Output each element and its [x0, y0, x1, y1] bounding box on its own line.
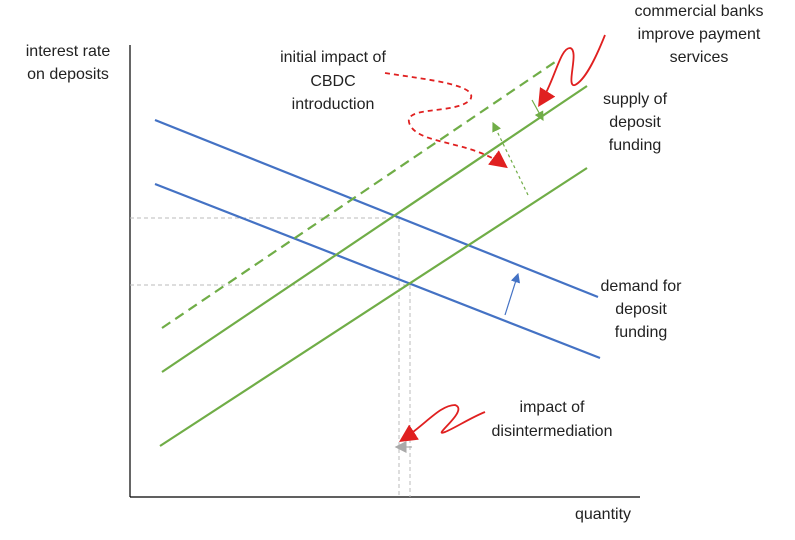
labels: interest rate on deposits quantity initi… [26, 3, 764, 523]
guides [130, 217, 411, 497]
demand-line [154, 118, 599, 299]
annotation: introduction [292, 96, 375, 113]
axes [129, 45, 640, 498]
curve-label: deposit [609, 114, 661, 131]
annotation: services [670, 49, 729, 66]
curve-label: demand for [601, 278, 683, 295]
annotation: impact of [520, 399, 585, 416]
axis-label: on deposits [27, 66, 109, 83]
curve-label: deposit [615, 301, 667, 318]
annotation: disintermediation [492, 423, 613, 440]
shift-arrow [531, 99, 544, 122]
axis-label: quantity [575, 506, 631, 523]
curves [154, 61, 601, 447]
axis-label: interest rate [26, 43, 111, 60]
red-arrow [384, 72, 508, 169]
red-arrow [398, 404, 486, 442]
supply-line [159, 167, 588, 447]
supply-line [161, 85, 588, 373]
arrows [384, 34, 606, 453]
red-arrow [538, 34, 606, 108]
curve-label: funding [609, 137, 662, 154]
annotation: CBDC [310, 73, 355, 90]
demand-line [154, 182, 601, 360]
shift-arrow [492, 121, 529, 196]
annotation: commercial banks [635, 3, 764, 20]
curve-label: supply of [603, 91, 668, 108]
shift-arrow [504, 272, 521, 316]
annotation: initial impact of [280, 49, 386, 66]
annotation: improve payment [638, 26, 761, 43]
curve-label: funding [615, 324, 668, 341]
